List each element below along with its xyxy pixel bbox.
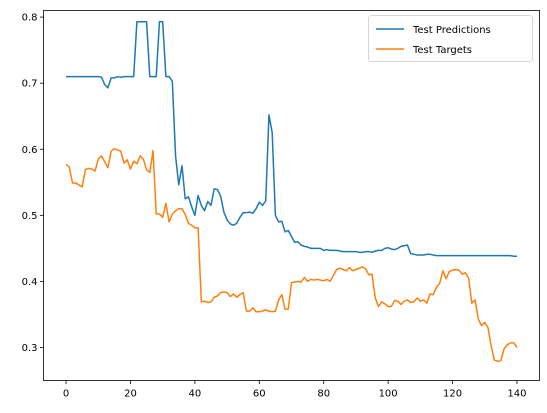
legend-label-test-predictions: Test Predictions bbox=[412, 25, 491, 36]
y-tick-label: 0.8 bbox=[22, 13, 38, 24]
y-tick-label: 0.5 bbox=[22, 211, 38, 222]
plot-lines bbox=[65, 20, 518, 363]
y-axis: 0.3 0.4 0.5 0.6 0.7 0.8 bbox=[22, 13, 44, 354]
x-tick-label: 140 bbox=[507, 389, 526, 400]
x-tick-label: 100 bbox=[379, 389, 398, 400]
x-tick-label: 60 bbox=[253, 389, 266, 400]
legend-box bbox=[368, 15, 533, 62]
plot-frame bbox=[43, 10, 540, 381]
x-tick-label: 0 bbox=[63, 389, 69, 400]
x-axis: 0 20 40 60 80 100 120 140 bbox=[63, 380, 527, 400]
x-tick-label: 120 bbox=[443, 389, 462, 400]
x-tick-label: 20 bbox=[124, 389, 137, 400]
x-tick-label: 40 bbox=[189, 389, 202, 400]
series-line-test-targets bbox=[65, 147, 518, 363]
series-line-test-predictions bbox=[66, 20, 517, 258]
y-tick-label: 0.3 bbox=[22, 343, 38, 354]
legend-label-test-targets: Test Targets bbox=[412, 45, 472, 56]
legend: Test Predictions Test Targets bbox=[368, 15, 533, 62]
y-tick-label: 0.4 bbox=[22, 277, 38, 288]
y-tick-label: 0.7 bbox=[22, 79, 38, 90]
x-tick-label: 80 bbox=[317, 389, 330, 400]
y-tick-label: 0.6 bbox=[22, 145, 38, 156]
